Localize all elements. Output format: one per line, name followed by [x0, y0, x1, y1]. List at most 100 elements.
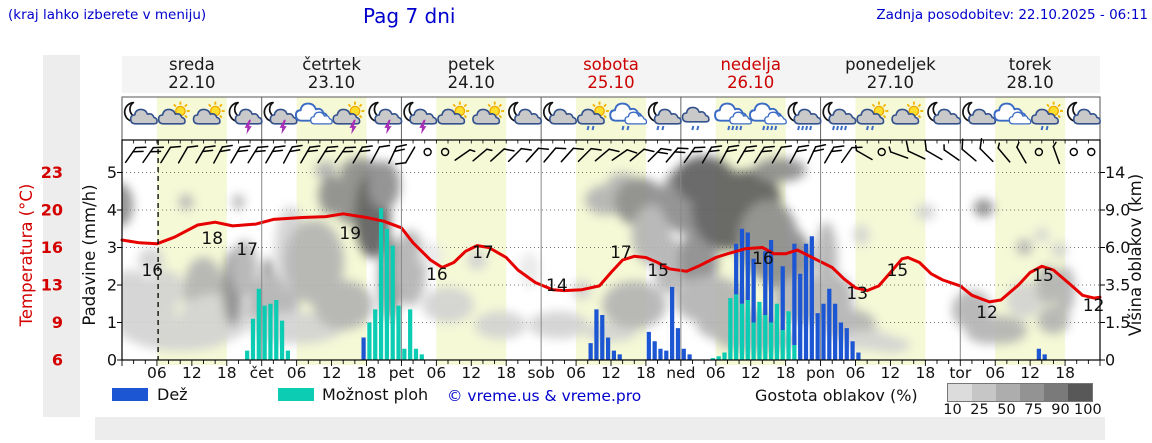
weather-icon-moon-cloud — [543, 101, 578, 125]
time-tick-label: 18 — [217, 364, 237, 382]
shower-bar — [402, 348, 407, 360]
time-tick-label: 06 — [985, 364, 1005, 382]
rain-bar — [652, 341, 657, 360]
weather-icon-sun-cloud-drizzle — [576, 101, 609, 131]
cloud-icon — [269, 108, 298, 125]
weather-icon-clouds-drizzle — [609, 102, 648, 131]
shower-bar — [378, 208, 384, 360]
density-tick-label: 25 — [970, 402, 989, 418]
raindrop-icon — [727, 125, 731, 131]
temp-value-label: 12 — [1083, 296, 1105, 316]
temp-tick-label: 23 — [41, 163, 63, 182]
day-header-ponedeljek: ponedeljek 27.10 — [821, 56, 961, 92]
wind-calm-icon — [440, 147, 450, 157]
shower-bar — [786, 311, 791, 360]
cloud-blob — [1016, 239, 1033, 255]
cloud-icon — [653, 108, 682, 125]
cloud-blob — [367, 161, 400, 209]
lightning-icon — [349, 119, 357, 135]
rain-bar — [844, 328, 849, 360]
day-header-torek: torek 28.10 — [960, 56, 1100, 92]
precip-tick-label: 5 — [107, 163, 117, 182]
wind-barb-icon — [507, 147, 532, 163]
raindrop-icon — [661, 125, 665, 131]
day-name-label: torek — [1008, 55, 1052, 74]
shower-bar — [274, 300, 279, 360]
cloud-blob — [1055, 266, 1076, 314]
day-date-label: 25.10 — [587, 73, 635, 92]
cloud-icon — [234, 108, 263, 125]
temp-tick-label: 9 — [52, 313, 63, 332]
weather-icon-clouds-rain — [749, 102, 787, 131]
time-tick-label: 12 — [1020, 364, 1040, 382]
weather-icon-sun-cloud — [472, 101, 505, 125]
cloud-icon — [332, 108, 361, 125]
raindrop-icon — [586, 125, 590, 131]
shower-bar — [710, 358, 715, 360]
wind-barb-icon — [701, 145, 723, 164]
cloud-icon — [514, 108, 543, 125]
cloud-icon — [933, 108, 962, 125]
raindrop-icon — [762, 125, 766, 131]
density-tick-label: 10 — [943, 402, 962, 418]
shower-bar — [268, 303, 273, 360]
cloud-icon — [374, 108, 403, 125]
wind-barb-icon — [840, 146, 863, 164]
raindrop-icon — [731, 125, 735, 131]
density-scale-segment — [1044, 384, 1068, 401]
wind-barb-icon — [665, 147, 689, 163]
shower-bar — [728, 298, 733, 360]
cloud-tick-label: 14 — [1105, 163, 1125, 182]
wind-calm-icon — [423, 147, 432, 157]
cloud-icon — [624, 111, 648, 125]
shower-bar — [285, 350, 291, 360]
rain-bar — [611, 350, 617, 360]
wind-barb-icon — [317, 145, 339, 164]
raindrop-icon — [626, 125, 630, 131]
lightning-icon — [419, 119, 427, 135]
wind-calm-icon — [1069, 147, 1079, 157]
wind-barb-icon — [334, 146, 357, 164]
cloud-tick-label: 6.0 — [1105, 238, 1130, 257]
weather-icon-sun-cloud — [437, 101, 470, 125]
cloud-blob — [975, 316, 1028, 344]
temp-value-label: 13 — [846, 284, 868, 304]
cloud-blob — [753, 158, 806, 182]
rain-bar — [670, 286, 675, 360]
copyright-link[interactable]: © vreme.us & vreme.pro — [447, 387, 642, 405]
raindrop-icon — [735, 125, 739, 131]
shower-bar — [722, 352, 727, 360]
cloud-icon — [1031, 108, 1060, 125]
cloud-blob — [314, 161, 337, 179]
cloud-icon — [764, 111, 787, 125]
time-tick-label: 12 — [881, 364, 901, 382]
shower-bar — [390, 245, 395, 360]
cloud-blob — [179, 194, 194, 210]
raindrop-icon — [801, 125, 805, 131]
rain-bar — [745, 232, 750, 300]
cloud-tick-label: 3.5 — [1105, 276, 1130, 295]
shower-bar — [792, 345, 797, 360]
temp-value-label: 15 — [887, 261, 909, 281]
rain-bar — [617, 354, 622, 360]
rain-bar — [361, 337, 366, 360]
wind-barb-icon — [997, 142, 1011, 163]
day-abbr-label: pet — [389, 364, 414, 382]
raindrop-icon — [809, 125, 813, 131]
temp-value-label: 16 — [141, 261, 163, 281]
temp-tick-label: 6 — [52, 351, 63, 370]
temp-value-label: 15 — [647, 261, 669, 281]
raindrop-icon — [865, 125, 869, 131]
weather-icon-moon-cloud-rain — [822, 101, 857, 131]
raindrop-icon — [836, 125, 840, 131]
rain-bar — [751, 258, 756, 323]
time-tick-label: 12 — [741, 364, 761, 382]
shower-legend-swatch — [278, 388, 314, 401]
left-gutter — [43, 55, 80, 417]
wind-barb-icon — [629, 148, 655, 162]
wind-calm-icon — [1034, 147, 1044, 157]
cloud-icon — [1008, 111, 1032, 125]
raindrop-icon — [696, 125, 700, 131]
raindrop-icon — [766, 125, 770, 131]
shower-bar — [419, 354, 424, 360]
